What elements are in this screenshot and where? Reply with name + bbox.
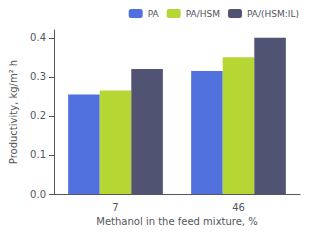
svg-text:Methanol in the feed mixture,: Methanol in the feed mixture, % [96, 216, 257, 227]
svg-text:0.3: 0.3 [30, 71, 46, 82]
svg-text:Productivity, kg/m² h: Productivity, kg/m² h [8, 60, 19, 164]
svg-text:PA: PA [148, 9, 160, 19]
svg-text:PA/HSM: PA/HSM [186, 9, 220, 19]
svg-text:PA/(HSM:IL): PA/(HSM:IL) [247, 9, 299, 19]
svg-text:0.1: 0.1 [30, 149, 46, 160]
svg-text:0.2: 0.2 [30, 110, 46, 121]
svg-text:0.4: 0.4 [30, 32, 46, 43]
svg-text:46: 46 [232, 202, 245, 213]
svg-text:0.0: 0.0 [30, 189, 46, 200]
svg-text:7: 7 [112, 202, 118, 213]
